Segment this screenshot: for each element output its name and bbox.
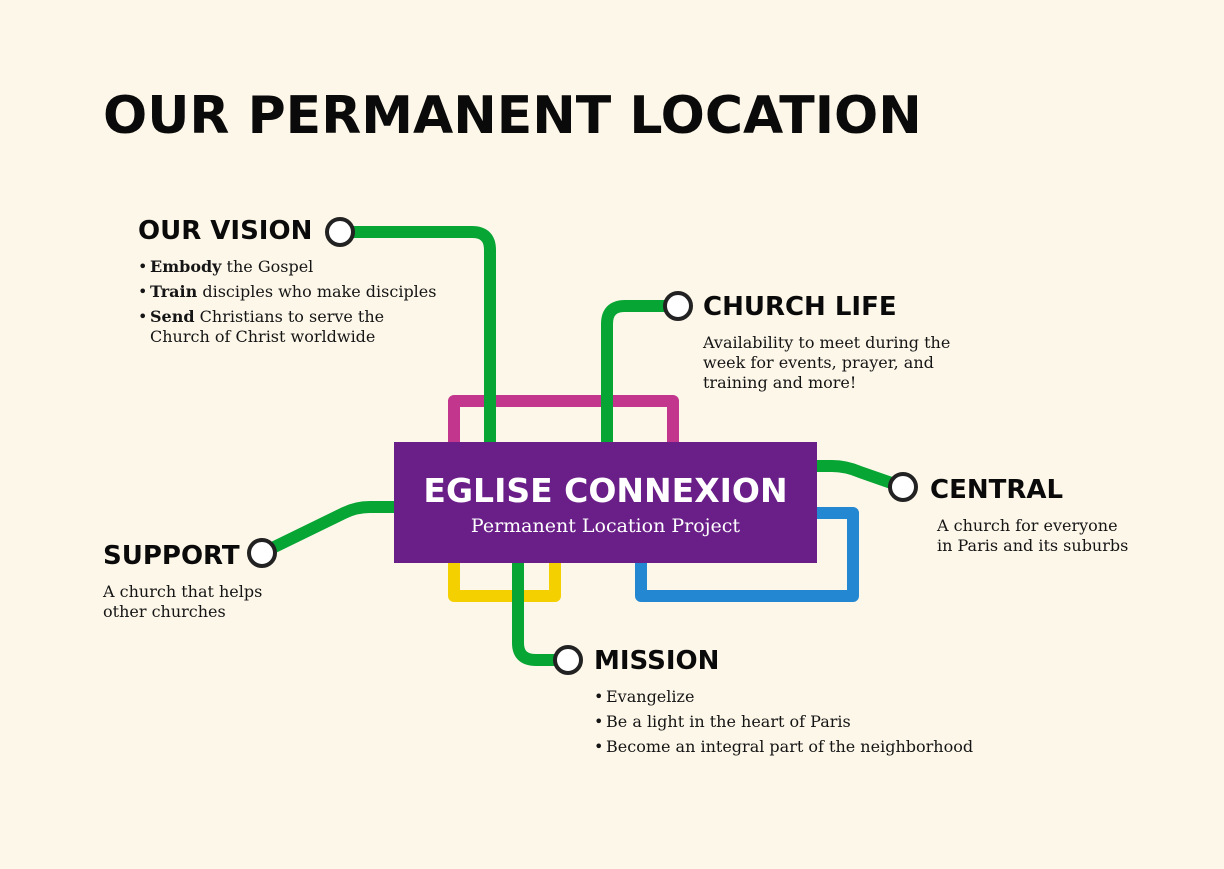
magenta-line [448,395,679,445]
station-vision [325,217,355,247]
green-line-central [812,460,905,493]
central-text: A church for everyone in Paris and its s… [937,516,1129,555]
station-support [247,538,277,568]
support-text: A church that helps other churches [103,582,263,621]
center-subtitle: Permanent Location Project [470,515,741,537]
vision-item-text: disciples who make disciples [197,282,437,301]
vision-heading: OUR VISION [138,216,313,246]
mission-item: Become an integral part of the neighborh… [594,737,1014,757]
green-line-support [259,501,396,559]
vision-item-text: Christians to serve the Church of Christ… [150,307,385,346]
vision-item: Train disciples who make disciples [138,282,448,302]
center-title: EGLISE CONNEXION [423,471,788,510]
church-life-text: Availability to meet during the week for… [703,333,951,392]
mission-list: Evangelize Be a light in the heart of Pa… [594,687,1014,762]
mission-item: Be a light in the heart of Paris [594,712,1014,732]
blue-line [635,507,859,602]
vision-list: Embody the Gospel Train disciples who ma… [138,257,448,352]
vision-item-text: the Gospel [221,257,314,276]
central-heading: CENTRAL [930,475,1064,505]
station-central [888,472,918,502]
center-box: EGLISE CONNEXION Permanent Location Proj… [394,442,817,563]
green-line-mission [512,560,568,666]
page-title: OUR PERMANENT LOCATION [103,86,922,146]
green-line-church-life [601,300,678,445]
vision-item-bold: Embody [150,257,222,276]
mission-item: Evangelize [594,687,1014,707]
vision-item-bold: Send [150,307,195,326]
support-heading: SUPPORT [103,541,240,571]
yellow-line [448,560,561,602]
vision-item: Send Christians to serve the Church of C… [138,307,448,347]
vision-item-bold: Train [150,282,198,301]
station-church-life [663,291,693,321]
church-life-heading: CHURCH LIFE [703,292,897,322]
green-line-vision [340,226,496,445]
station-mission [553,645,583,675]
vision-item: Embody the Gospel [138,257,448,277]
mission-heading: MISSION [594,646,720,676]
